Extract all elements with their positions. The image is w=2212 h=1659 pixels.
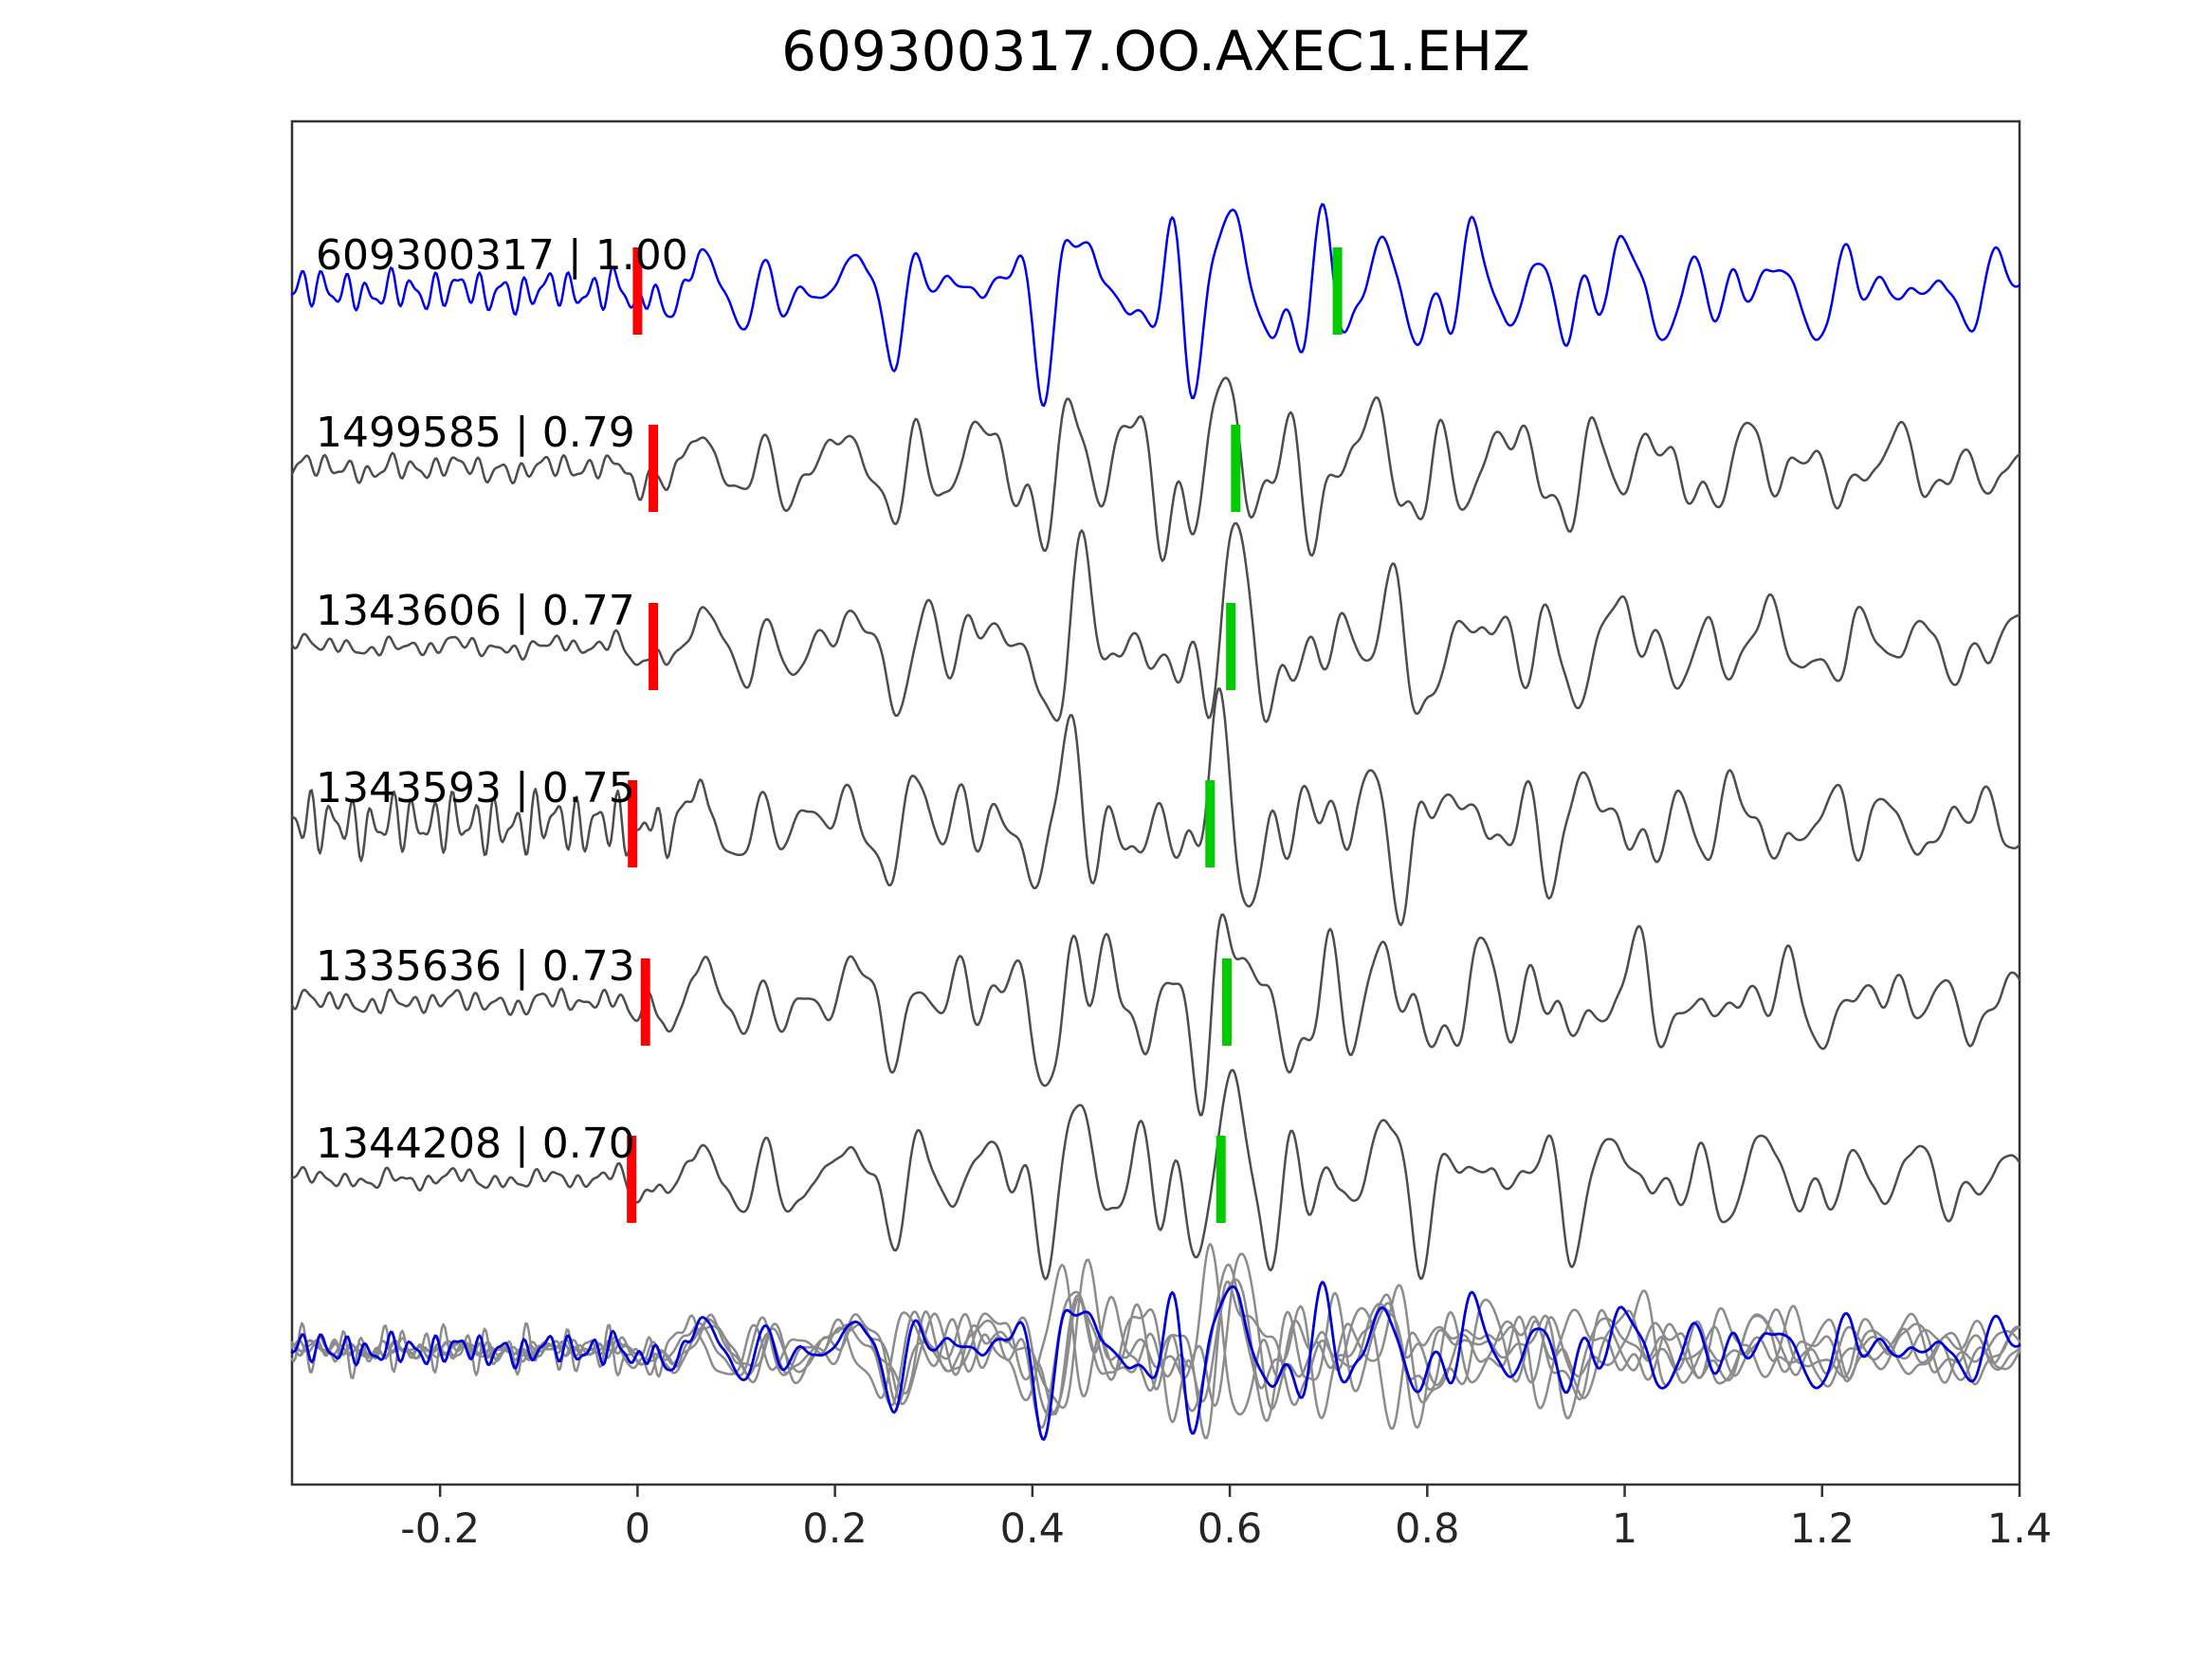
x-tick-label: 0.8 [1395,1505,1460,1553]
x-tick-label: 1.2 [1789,1505,1855,1553]
waveform-trace-1343593 [290,687,2021,927]
overlay-trace-1343606 [290,1252,2021,1411]
x-tick-label: 0.2 [802,1505,868,1553]
x-tick-label: -0.2 [400,1505,481,1553]
waveform-trace-1344208 [290,1068,2021,1281]
x-tick-label: 0.4 [999,1505,1066,1553]
x-tick-label: 1.4 [1986,1505,2053,1553]
overlay-trace-1335636 [290,1280,2021,1440]
trace-label-match-5: 1344208 | 0.70 [316,1120,635,1168]
trace-label-match-3: 1343593 | 0.75 [316,764,635,812]
trace-label-match-2: 1343606 | 0.77 [316,587,635,635]
waveform-trace-1499585 [290,376,2021,562]
trace-label-template: 609300317 | 1.00 [316,231,688,280]
figure-title: 609300317.OO.AXEC1.EHZ [781,19,1530,83]
x-tick-label: 0 [624,1505,651,1553]
waveform-trace-1343606 [290,521,2021,723]
waveform-trace-609300317 [290,203,2021,408]
overlay-trace-template [290,1281,2021,1441]
trace-label-match-1: 1499585 | 0.79 [316,409,635,457]
overlay-trace-1499585 [290,1278,2021,1424]
x-tick-label: 1 [1611,1505,1638,1553]
x-tick-label: 0.6 [1197,1505,1263,1553]
overlay-trace-1344208 [290,1263,2021,1430]
waveform-trace-1335636 [290,913,2021,1117]
trace-label-match-4: 1335636 | 0.73 [316,942,635,991]
axes-frame [290,119,2021,1486]
